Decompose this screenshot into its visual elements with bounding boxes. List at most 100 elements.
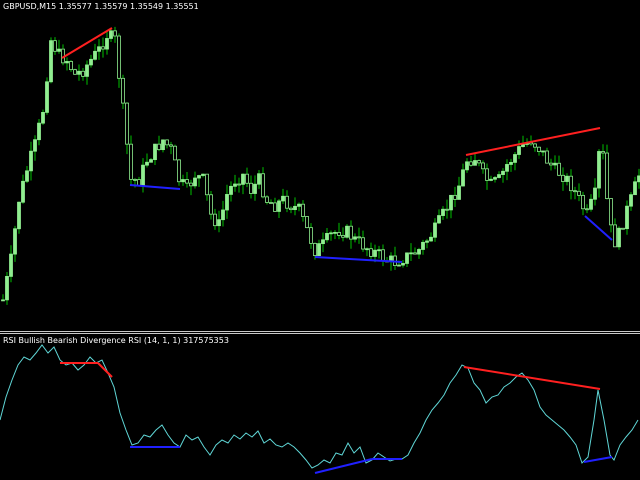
candle-body bbox=[109, 30, 113, 39]
candle-body bbox=[89, 58, 93, 66]
candle-body bbox=[553, 162, 557, 166]
candle-body bbox=[237, 183, 241, 186]
candle-body bbox=[313, 242, 317, 257]
candle-body bbox=[605, 152, 609, 199]
candle-body bbox=[9, 253, 13, 277]
candle-body bbox=[181, 179, 185, 183]
candle-body bbox=[93, 50, 97, 60]
candle-body bbox=[253, 183, 257, 194]
candle-body bbox=[601, 151, 605, 154]
candle-body bbox=[561, 174, 565, 182]
candle-body bbox=[569, 175, 573, 192]
candle-body bbox=[273, 202, 277, 212]
candle-body bbox=[497, 174, 501, 178]
candle-body bbox=[305, 216, 309, 229]
candle-body bbox=[377, 249, 381, 252]
candle-body bbox=[33, 139, 37, 152]
candle-body bbox=[285, 195, 289, 209]
rsi-bearish-divergence-line bbox=[97, 362, 113, 378]
candle-body bbox=[153, 143, 157, 161]
candle-body bbox=[145, 161, 149, 166]
candle-body bbox=[445, 208, 449, 211]
bullish-divergence-line bbox=[129, 184, 181, 190]
symbol-header: GBPUSD,M15 1.35577 1.35579 1.35549 1.355… bbox=[3, 2, 199, 12]
pane-separator[interactable] bbox=[0, 331, 640, 334]
candle-body bbox=[217, 219, 221, 227]
candle-body bbox=[125, 102, 129, 145]
candle-body bbox=[577, 190, 581, 196]
candle-body bbox=[193, 177, 197, 187]
candle-body bbox=[625, 205, 629, 230]
candle-body bbox=[177, 159, 181, 183]
candle-body bbox=[549, 162, 553, 166]
candle-body bbox=[261, 173, 265, 198]
indicator-title: RSI Bullish Bearish Divergence RSI (14, … bbox=[3, 336, 229, 345]
candle-body bbox=[381, 249, 385, 262]
candle-body bbox=[597, 151, 601, 189]
candle-body bbox=[317, 243, 321, 257]
candle-body bbox=[149, 159, 153, 163]
candle-body bbox=[329, 232, 333, 235]
candle-body bbox=[585, 208, 589, 211]
candle-body bbox=[613, 224, 617, 248]
candle-body bbox=[453, 194, 457, 200]
candle-body bbox=[169, 144, 173, 147]
candle-body bbox=[533, 143, 537, 148]
candle-body bbox=[277, 200, 281, 212]
candle-body bbox=[537, 146, 541, 152]
symbol-timeframe: GBPUSD,M15 bbox=[3, 2, 57, 11]
candle-body bbox=[25, 170, 29, 182]
candle-body bbox=[309, 227, 313, 244]
candle-body bbox=[37, 122, 41, 141]
candle-body bbox=[213, 213, 217, 227]
candle-body bbox=[161, 139, 165, 151]
candle-body bbox=[101, 46, 105, 50]
rsi-bullish-divergence-line bbox=[314, 458, 373, 474]
candle-body bbox=[229, 185, 233, 195]
price-chart-pane[interactable]: GBPUSD,M15 1.35577 1.35579 1.35549 1.355… bbox=[0, 0, 640, 330]
candle-body bbox=[97, 46, 101, 52]
candlestick-chart bbox=[1, 26, 640, 305]
candle-body bbox=[117, 35, 121, 79]
candle-body bbox=[325, 233, 329, 241]
candle-body bbox=[301, 203, 305, 217]
candle-body bbox=[485, 168, 489, 181]
candle-body bbox=[321, 239, 325, 245]
candle-body bbox=[365, 248, 369, 251]
candle-body bbox=[289, 207, 293, 211]
candle-body bbox=[225, 194, 229, 211]
candle-body bbox=[557, 162, 561, 176]
candle-body bbox=[369, 248, 373, 257]
candle-body bbox=[41, 112, 45, 124]
candle-body bbox=[13, 228, 17, 255]
candle-body bbox=[53, 40, 57, 52]
candle-body bbox=[121, 77, 125, 104]
candle-body bbox=[201, 173, 205, 176]
candle-body bbox=[129, 143, 133, 180]
candle-body bbox=[409, 252, 413, 255]
candle-body bbox=[73, 69, 77, 75]
rsi-bearish-divergence-line bbox=[463, 366, 601, 390]
bullish-divergence-line bbox=[314, 256, 403, 263]
candle-body bbox=[401, 263, 405, 266]
candle-body bbox=[337, 231, 341, 236]
candle-body bbox=[333, 231, 337, 234]
candle-body bbox=[573, 190, 577, 193]
candle-body bbox=[85, 64, 89, 77]
candle-body bbox=[397, 264, 401, 267]
candle-body bbox=[233, 183, 237, 187]
candle-body bbox=[521, 144, 525, 147]
candle-body bbox=[461, 169, 465, 187]
candle-body bbox=[21, 180, 25, 203]
candle-body bbox=[209, 194, 213, 215]
candle-body bbox=[509, 162, 513, 165]
candle-body bbox=[133, 178, 137, 181]
rsi-line-chart bbox=[0, 344, 639, 474]
indicator-pane[interactable]: RSI Bullish Bearish Divergence RSI (14, … bbox=[0, 335, 640, 480]
candle-body bbox=[49, 40, 53, 83]
candle-body bbox=[281, 195, 285, 202]
candle-body bbox=[417, 249, 421, 255]
candle-body bbox=[489, 178, 493, 181]
candle-body bbox=[621, 227, 625, 230]
